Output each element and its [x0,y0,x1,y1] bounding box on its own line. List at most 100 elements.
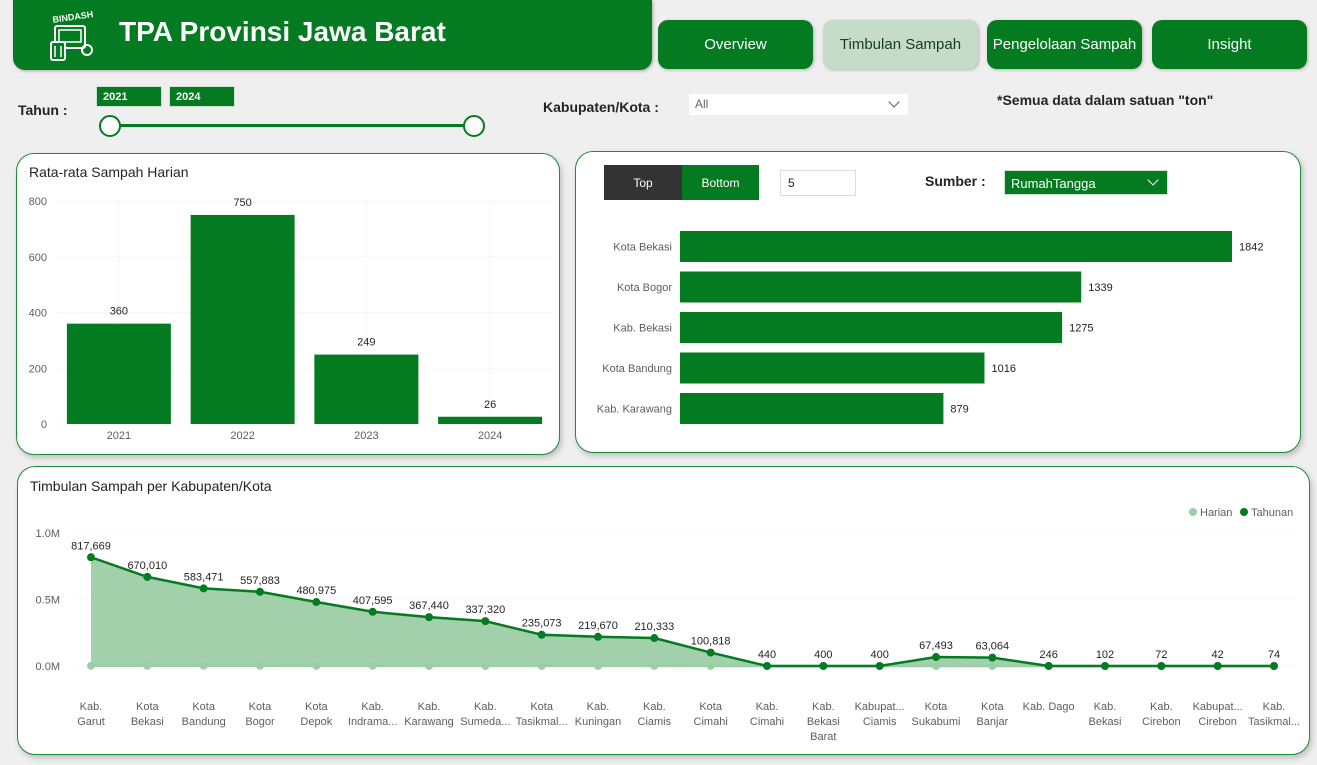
x-category-label: Bandung [182,716,226,728]
x-tick-label: 2024 [478,430,502,442]
toggle-top-button[interactable]: Top [604,165,682,200]
hbar-kotabogor [680,271,1082,303]
tahun-label: Tahun : [18,102,68,118]
nav-timbulan-sampah-button[interactable]: Timbulan Sampah [823,20,978,69]
y-category-label: Kota Bekasi [613,242,672,254]
tahunan-value-label: 74 [1268,649,1280,661]
x-category-label: Kab. [1263,701,1286,713]
tahunan-line [90,556,1275,668]
tahunan-value-label: 337,320 [465,604,505,616]
top-count-input[interactable]: 5 [780,170,856,196]
harian-point [199,661,208,670]
tahunan-area-fill [91,557,1274,666]
hbar-kabbekasi [680,312,1063,343]
x-category-label: Kab. [643,701,666,713]
x-category-label: Tasikmal... [1248,716,1300,728]
tahunan-value-label: 400 [814,649,832,661]
harian-point [594,661,602,670]
bar-value-label: 750 [233,197,251,209]
x-category-label: Indrama... [348,716,398,728]
sumber-dropdown[interactable]: RumahTangga [1004,170,1168,195]
tahunan-point [87,553,95,562]
tahunan-point [1044,661,1053,670]
tahunan-value-label: 367,440 [409,600,449,612]
x-category-label: Kota [530,701,554,713]
x-category-label: Kab. [474,701,497,713]
harian-point [143,661,152,670]
bar-2023 [314,354,419,424]
x-category-label: Sukabumi [912,716,961,728]
tahunan-point [988,653,997,662]
tahunan-point [1270,661,1278,670]
nav-overview-button[interactable]: Overview [658,20,813,69]
tahunan-value-label: 480,975 [296,585,336,597]
tahunan-value-label: 400 [870,649,888,661]
tahunan-value-label: 235,073 [522,618,562,630]
tahunan-point [368,607,377,616]
tahunan-value-label: 440 [758,649,776,661]
tahunan-point [481,617,490,626]
x-category-label: Cimahi [694,716,728,728]
x-category-label: Kota [925,701,949,713]
x-category-label: Kota [192,701,216,713]
year-end-input[interactable]: 2024 [169,86,235,107]
y-tick-label: 0.0M [36,661,60,673]
x-category-label: Kab. [812,701,835,713]
tahunan-value-label: 219,670 [578,620,618,632]
tahunan-point [143,572,152,581]
tahunan-point [1101,661,1109,670]
nav-insight-button[interactable]: Insight [1152,20,1307,69]
harian-point [481,661,490,670]
bar-value-label: 26 [484,399,496,411]
hbar-kabkarawang [680,393,944,424]
hbar-value-label: 879 [950,404,968,416]
year-start-input[interactable]: 2021 [96,86,162,107]
avg-daily-card: Rata-rata Sampah Harian 0 200 400 600 800 360… [16,153,560,455]
x-tick-label: 2023 [354,430,378,442]
avg-daily-title: Rata-rata Sampah Harian [29,164,189,180]
hbar-kotabekasi [680,231,1232,262]
tahunan-point [875,661,884,670]
tahunan-point [1213,661,1222,670]
year-slider-start-handle[interactable] [99,115,121,137]
y-tick-label: 400 [29,308,47,320]
kabupaten-label: Kabupaten/Kota : [543,99,659,115]
hbar-value-label: 1275 [1069,323,1093,335]
x-category-label: Kabupat... [1193,701,1243,713]
timbulan-area-chart: 0.0M 0.5M 1.0M Harian Tahunan 817,669 670,010 5… [36,507,1300,743]
legend-harian-label: Harian [1200,507,1232,519]
year-slider-track[interactable] [110,124,474,127]
tahunan-point [594,632,602,641]
x-category-label: Barat [810,731,836,743]
y-category-label: Kab. Bekasi [613,323,672,335]
harian-point [256,661,264,670]
tahunan-point [1157,661,1166,670]
harian-point [706,661,715,670]
nav-pengelolaan-sampah-button[interactable]: Pengelolaan Sampah [987,20,1142,69]
svg-text:BINDASH: BINDASH [52,9,94,25]
tahunan-value-label: 210,333 [634,621,674,633]
x-category-label: Tasikmal... [516,716,568,728]
y-category-label: Kota Bandung [602,363,672,375]
y-tick-label: 1.0M [36,528,60,540]
x-category-label: Kab. [80,701,103,713]
tahunan-point [312,598,321,607]
hbar-value-label: 1842 [1239,242,1263,254]
legend-harian-dot [1189,508,1197,516]
kabupaten-dropdown[interactable]: All [689,94,908,115]
page-title: TPA Provinsi Jawa Barat [119,16,446,47]
harian-point [368,661,377,670]
y-tick-label: 200 [29,363,47,375]
x-tick-label: 2021 [107,430,131,442]
year-slider-end-handle[interactable] [463,115,485,137]
tahunan-point [256,587,264,596]
chevron-down-icon [888,96,900,108]
x-category-label: Karawang [404,716,454,728]
tahunan-value-label: 100,818 [691,636,731,648]
tahunan-value-label: 407,595 [353,595,393,607]
hbar-value-label: 1339 [1088,282,1112,294]
x-category-label: Kab. [756,701,779,713]
x-category-label: Garut [77,716,105,728]
tahunan-value-label: 670,010 [127,560,167,572]
toggle-bottom-button[interactable]: Bottom [682,165,759,200]
